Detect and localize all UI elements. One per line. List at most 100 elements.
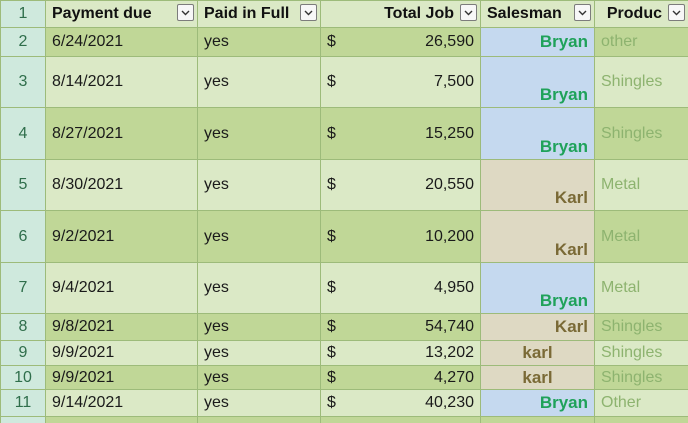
cell-paid-in-full[interactable]: yes [198,314,321,341]
cell-total-job[interactable]: $13,202 [321,341,481,366]
cell-product[interactable]: Shingles [595,341,688,366]
column-header-paid-in-full[interactable]: Paid in Full [198,1,321,28]
column-header-label: Total Job [384,5,454,22]
cell-payment-due[interactable]: 9/9/2021 [46,341,198,366]
cell-total-job[interactable]: $4,950 [321,263,481,314]
cell-salesman[interactable]: Bryan [481,263,595,314]
amount: 15,250 [425,124,474,142]
column-header-salesman[interactable]: Salesman [481,1,595,28]
row-header-1[interactable]: 1 [1,1,46,28]
cell-total-job[interactable]: $4,270 [321,366,481,390]
cell-salesman[interactable]: Bryan [481,108,595,160]
row-header[interactable]: 8 [1,314,46,341]
cell-product[interactable] [595,417,688,423]
cell-paid-in-full[interactable] [198,417,321,423]
cell-total-job[interactable]: $54,740 [321,314,481,341]
row-header[interactable]: 2 [1,28,46,57]
cell-total-job[interactable]: $15,250 [321,108,481,160]
filter-dropdown-button[interactable] [460,4,477,21]
chevron-down-icon [181,10,190,15]
cell-paid-in-full[interactable]: yes [198,160,321,211]
cell-payment-due[interactable] [46,417,198,423]
cell-salesman[interactable]: Karl [481,211,595,263]
amount: 40,230 [425,394,474,411]
filter-dropdown-button[interactable] [177,4,194,21]
cell-salesman[interactable]: Bryan [481,57,595,108]
cell-product[interactable]: Shingles [595,108,688,160]
cell-payment-due[interactable]: 8/30/2021 [46,160,198,211]
cell-paid-in-full[interactable]: yes [198,341,321,366]
cell-product[interactable]: Shingles [595,366,688,390]
cell-product[interactable]: other [595,28,688,57]
cell-paid-in-full[interactable]: yes [198,108,321,160]
cell-paid-in-full[interactable]: yes [198,263,321,314]
amount: 26,590 [425,33,474,50]
row-header[interactable]: 11 [1,390,46,417]
cell-paid-in-full[interactable]: yes [198,28,321,57]
filter-dropdown-button[interactable] [574,4,591,21]
currency-symbol: $ [327,176,336,193]
cell-total-job[interactable]: $26,590 [321,28,481,57]
filter-dropdown-button[interactable] [668,4,685,21]
row-header[interactable]: 5 [1,160,46,211]
cell-product[interactable]: Metal [595,211,688,263]
cell-product[interactable]: Shingles [595,314,688,341]
currency-symbol: $ [327,227,336,245]
column-header-total-job[interactable]: Total Job [321,1,481,28]
column-header-product[interactable]: Produc [595,1,688,28]
column-header-label: Paid in Full [204,5,290,22]
cell-payment-due[interactable]: 8/27/2021 [46,108,198,160]
row-header[interactable]: 7 [1,263,46,314]
row-header[interactable]: 10 [1,366,46,390]
cell-salesman[interactable]: Bryan [481,390,595,417]
amount: 7,500 [433,73,474,90]
chevron-down-icon [578,10,587,15]
cell-salesman[interactable]: Karl [481,314,595,341]
cell-paid-in-full[interactable]: yes [198,366,321,390]
cell-payment-due[interactable]: 9/14/2021 [46,390,198,417]
cell-product[interactable]: Other [595,390,688,417]
cell-total-job[interactable]: $20,550 [321,160,481,211]
cell-payment-due[interactable]: 8/14/2021 [46,57,198,108]
currency-symbol: $ [327,394,336,411]
cell-product[interactable]: Metal [595,263,688,314]
chevron-down-icon [304,10,313,15]
cell-salesman[interactable]: karl [481,341,595,366]
currency-symbol: $ [327,73,336,90]
cell-payment-due[interactable]: 9/8/2021 [46,314,198,341]
row-header[interactable]: 6 [1,211,46,263]
cell-payment-due[interactable]: 9/4/2021 [46,263,198,314]
currency-symbol: $ [327,279,336,296]
cell-payment-due[interactable]: 9/2/2021 [46,211,198,263]
cell-payment-due[interactable]: 6/24/2021 [46,28,198,57]
cell-payment-due[interactable]: 9/9/2021 [46,366,198,390]
cell-paid-in-full[interactable]: yes [198,390,321,417]
cell-product[interactable]: Metal [595,160,688,211]
cell-total-job[interactable]: $10,200 [321,211,481,263]
cell-salesman[interactable]: karl [481,366,595,390]
cell-total-job[interactable]: $40,230 [321,390,481,417]
cell-paid-in-full[interactable]: yes [198,211,321,263]
amount: 54,740 [425,318,474,335]
cell-salesman[interactable] [481,417,595,423]
cell-salesman[interactable]: Bryan [481,28,595,57]
amount: 20,550 [425,176,474,193]
amount: 13,202 [425,344,474,361]
column-header-payment-due[interactable]: Payment due [46,1,198,28]
cell-product[interactable]: Shingles [595,57,688,108]
cell-total-job[interactable] [321,417,481,423]
row-header[interactable]: 4 [1,108,46,160]
row-header[interactable]: 3 [1,57,46,108]
amount: 4,950 [433,279,474,296]
column-header-label: Payment due [52,5,152,22]
column-header-label: Produc [606,5,662,22]
filter-dropdown-button[interactable] [300,4,317,21]
row-header[interactable] [1,417,46,423]
currency-symbol: $ [327,33,336,50]
currency-symbol: $ [327,124,336,142]
row-header[interactable]: 9 [1,341,46,366]
cell-paid-in-full[interactable]: yes [198,57,321,108]
cell-total-job[interactable]: $7,500 [321,57,481,108]
cell-salesman[interactable]: Karl [481,160,595,211]
